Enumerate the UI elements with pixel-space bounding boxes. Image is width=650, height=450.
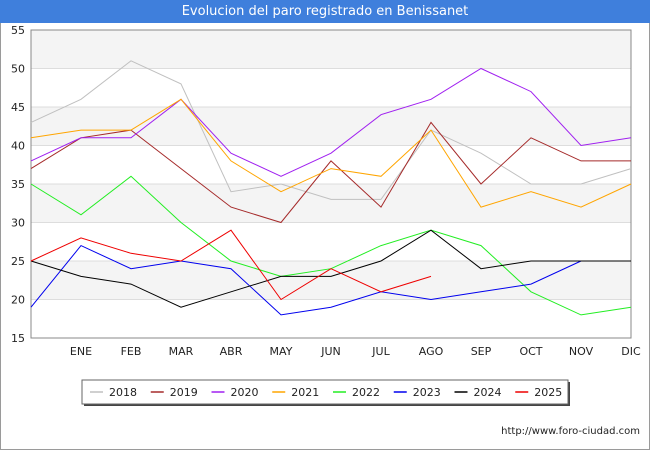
series-line-2024 — [30, 229, 631, 308]
x-tick-label: NOV — [569, 345, 594, 358]
grid-band — [31, 30, 631, 69]
x-tick-label: DIC — [621, 345, 641, 358]
legend-label-2024: 2024 — [474, 386, 502, 399]
legend-label-2021: 2021 — [291, 386, 319, 399]
y-tick-label: 15 — [11, 332, 25, 345]
series-line-2021 — [30, 98, 632, 208]
x-tick-label: ABR — [220, 345, 243, 358]
legend-label-2019: 2019 — [170, 386, 198, 399]
y-tick-label: 20 — [11, 294, 25, 307]
legend-label-2020: 2020 — [231, 386, 259, 399]
grid-band — [31, 184, 631, 223]
x-tick-label: ENE — [70, 345, 92, 358]
x-tick-label: JUL — [371, 345, 390, 358]
series-line-2025 — [30, 229, 432, 301]
legend-label-2025: 2025 — [534, 386, 562, 399]
x-tick-label: JUN — [320, 345, 341, 358]
y-tick-label: 35 — [11, 178, 25, 191]
x-tick-label: SEP — [471, 345, 492, 358]
y-tick-label: 40 — [11, 140, 25, 153]
y-tick-label: 45 — [11, 101, 25, 114]
x-tick-label: MAY — [270, 345, 293, 358]
y-tick-label: 25 — [11, 255, 25, 268]
chart-title: Evolucion del paro registrado en Benissa… — [0, 0, 650, 23]
x-tick-label: MAR — [169, 345, 194, 358]
series-line-2023 — [30, 244, 582, 316]
source-credit: http://www.foro-ciudad.com — [501, 426, 640, 437]
grid-band — [31, 107, 631, 146]
x-tick-label: OCT — [519, 345, 542, 358]
legend-label-2018: 2018 — [109, 386, 137, 399]
grid-band — [31, 261, 631, 300]
series-line-2020 — [30, 67, 632, 177]
series-line-2018 — [30, 60, 632, 200]
x-tick-label: AGO — [419, 345, 444, 358]
y-tick-label: 55 — [11, 24, 25, 37]
x-tick-label: FEB — [121, 345, 142, 358]
legend-label-2022: 2022 — [352, 386, 380, 399]
y-tick-label: 30 — [11, 217, 25, 230]
y-tick-label: 50 — [11, 63, 25, 76]
legend-label-2023: 2023 — [413, 386, 441, 399]
